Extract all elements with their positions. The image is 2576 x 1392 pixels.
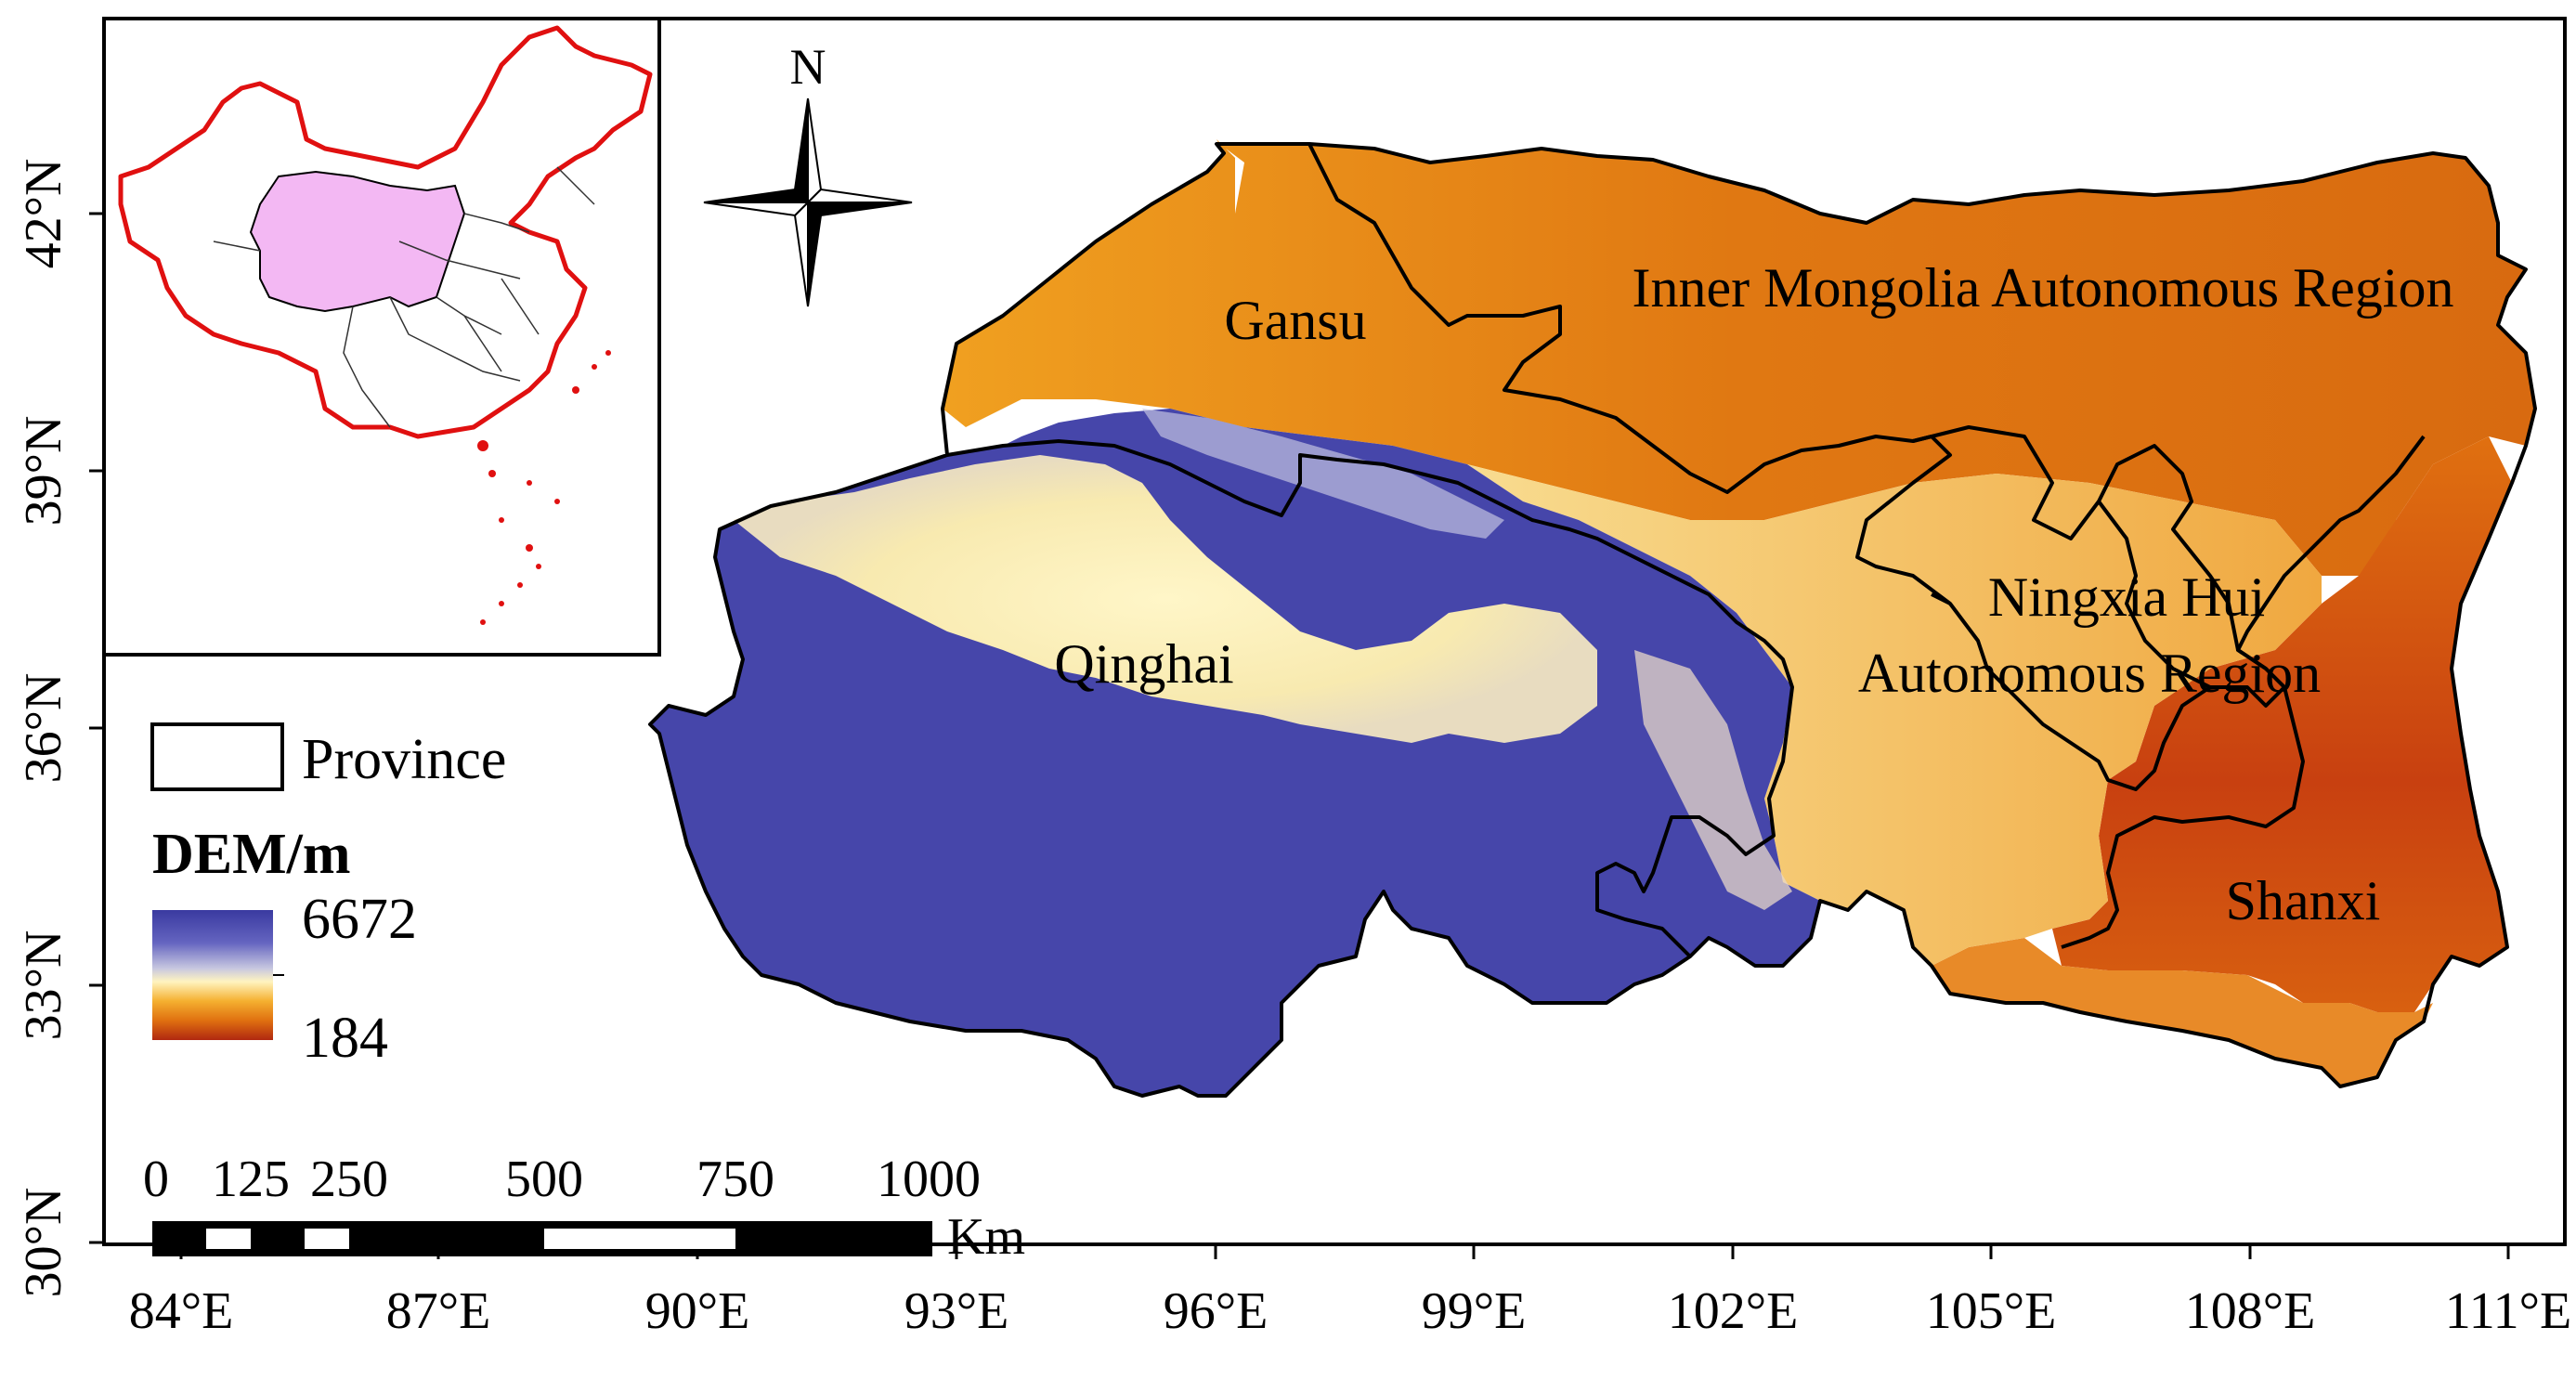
scale-tick-0: 0 <box>143 1151 169 1208</box>
province-label-gansu: Gansu <box>1224 290 1366 351</box>
loess-terrain <box>1467 464 2322 966</box>
inset-map <box>102 17 661 657</box>
shanxi-border <box>2061 435 2426 949</box>
province-label-ningxia-line2: Autonomous Region <box>1858 643 2321 704</box>
legend: Province DEM/m 6672 184 <box>150 722 506 1070</box>
north-arrow-label: N <box>790 39 826 95</box>
scale-tick-125: 125 <box>212 1151 290 1208</box>
lon-label-111: 111°E <box>2445 1282 2571 1340</box>
scale-bar-body <box>152 1221 932 1256</box>
qinghai-border <box>946 439 1794 958</box>
northern-terrain <box>943 139 2535 576</box>
lon-label-99: 99°E <box>1422 1282 1527 1340</box>
qilian-highlights <box>1142 409 1504 539</box>
north-arrow-icon: N <box>703 39 913 307</box>
province-label-shanxi: Shanxi <box>2226 870 2381 931</box>
scale-tick-1000: 1000 <box>877 1151 981 1208</box>
latitude-labels: 30°N 33°N 36°N 39°N 42°N <box>15 159 72 1298</box>
lat-label-33: 33°N <box>15 930 72 1041</box>
lon-label-96: 96°E <box>1164 1282 1268 1340</box>
legend-dem-gradient <box>152 910 273 1040</box>
lon-label-90: 90°E <box>645 1282 750 1340</box>
ningxia-inner-border <box>2097 500 2211 689</box>
province-labels: Gansu Inner Mongolia Autonomous Region Q… <box>1054 257 2453 931</box>
lat-label-36: 36°N <box>15 673 72 784</box>
lon-label-105: 105°E <box>1926 1282 2057 1340</box>
legend-dem-min: 184 <box>302 1007 388 1070</box>
lon-label-84: 84°E <box>129 1282 234 1340</box>
southern-terrain <box>1932 938 2433 1086</box>
lat-label-39: 39°N <box>15 416 72 527</box>
lat-label-42: 42°N <box>15 159 72 269</box>
lat-label-30: 30°N <box>15 1188 72 1298</box>
province-boundaries <box>648 142 2537 1098</box>
study-area-outline <box>648 142 2537 1098</box>
province-label-ningxia-line1: Ningxia Hui <box>1988 566 2265 628</box>
lon-label-108: 108°E <box>2185 1282 2316 1340</box>
lon-label-93: 93°E <box>904 1282 1009 1340</box>
legend-dem-max: 6672 <box>302 888 417 951</box>
legend-dem-title: DEM/m <box>152 823 351 886</box>
lon-label-102: 102°E <box>1668 1282 1799 1340</box>
province-label-qinghai: Qinghai <box>1054 633 1233 695</box>
shanxi-terrain <box>2052 436 2512 1012</box>
tick-marks <box>89 212 2510 1259</box>
qaidam-basin <box>734 455 1597 743</box>
scale-tick-250: 250 <box>310 1151 388 1208</box>
lon-label-87: 87°E <box>386 1282 491 1340</box>
inset-islands <box>477 350 611 625</box>
study-area <box>650 139 2535 1096</box>
gansu-innermongolia-border <box>1308 143 1952 605</box>
eastern-highlights <box>1634 650 1792 910</box>
scale-tick-500: 500 <box>505 1151 583 1208</box>
longitude-labels: 84°E 87°E 90°E 93°E 96°E 99°E 102°E 105°… <box>129 1282 2572 1340</box>
scale-tick-750: 750 <box>696 1151 774 1208</box>
inset-province-lines <box>213 166 595 428</box>
province-label-inner-mongolia: Inner Mongolia Autonomous Region <box>1633 257 2454 319</box>
legend-province-swatch <box>150 722 284 791</box>
legend-province-label: Province <box>302 728 506 791</box>
inset-study-area <box>249 170 466 313</box>
scale-unit: Km <box>947 1208 1025 1266</box>
scale-bar: 0 125 250 500 750 1000 Km <box>143 1151 1025 1266</box>
